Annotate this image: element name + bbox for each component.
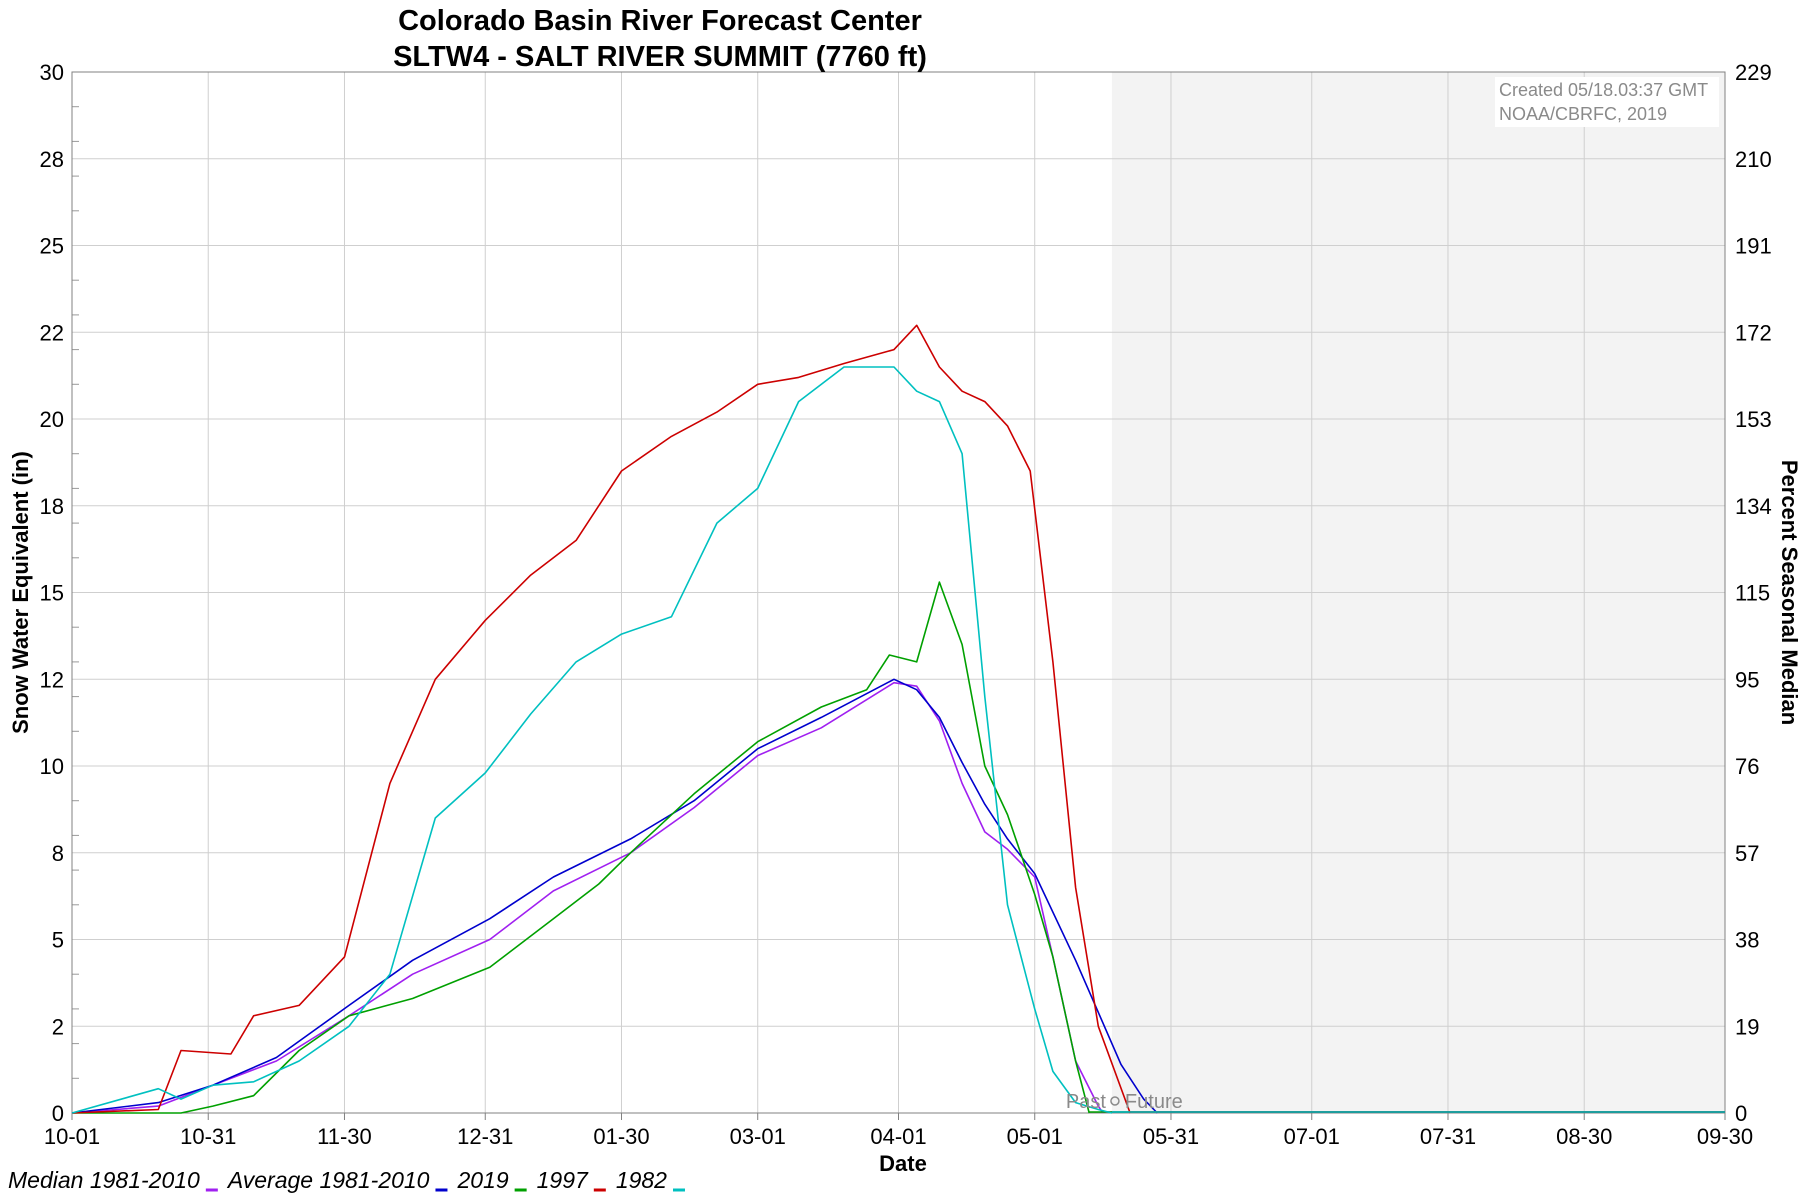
- y-tick-label: 15: [40, 581, 64, 606]
- y-tick-label: 12: [40, 667, 64, 692]
- y-axis-title: Snow Water Equivalent (in): [8, 451, 33, 734]
- y2-tick-label: 57: [1735, 841, 1759, 866]
- x-tick-label: 11-30: [317, 1124, 372, 1149]
- future-label: Future: [1125, 1091, 1183, 1113]
- series-line-0: [71, 681, 1104, 1114]
- y2-tick-label: 115: [1735, 581, 1770, 606]
- y2-tick-label: 19: [1735, 1014, 1759, 1039]
- y-tick-label: 28: [40, 147, 64, 172]
- y2-axis-title: Percent Seasonal Median: [1777, 460, 1800, 725]
- legend-label-4: 1982: [616, 1167, 667, 1193]
- y-tick-label: 30: [40, 60, 64, 85]
- created-note-box: [1495, 77, 1719, 127]
- y2-tick-label: 191: [1735, 234, 1772, 259]
- y-tick-label: 10: [40, 754, 64, 779]
- series-line-2: [72, 581, 1090, 1114]
- x-tick-label: 10-01: [44, 1124, 100, 1149]
- x-tick-label: 10-31: [180, 1124, 236, 1149]
- y2-axis-ticks: 0 19 38 57 76 95 115 134 153 172 191 210 229: [1735, 60, 1772, 1126]
- y2-tick-label: 134: [1735, 494, 1772, 519]
- y2-tick-label: 229: [1735, 60, 1772, 85]
- legend: Median 1981-2010 Average 1981-2010 2019 199…: [8, 1167, 685, 1193]
- grid-lines: [72, 72, 1725, 1113]
- past-future-divider-marker: [1110, 1096, 1120, 1106]
- credit-note: NOAA/CBRFC, 2019: [1499, 104, 1667, 124]
- y2-tick-label: 210: [1735, 147, 1772, 172]
- y-tick-label: 2: [52, 1014, 64, 1039]
- y-tick-label: 18: [40, 494, 64, 519]
- x-tick-label: 12-31: [457, 1124, 513, 1149]
- series-line-4: [71, 366, 1113, 1114]
- y2-tick-label: 0: [1735, 1101, 1747, 1126]
- x-tick-label: 05-01: [1007, 1124, 1063, 1149]
- y-tick-label: 25: [40, 234, 64, 259]
- series-line-1: [71, 678, 1158, 1114]
- y-tick-label: 22: [40, 320, 64, 345]
- legend-label-0: Median 1981-2010: [8, 1167, 200, 1193]
- legend-label-2: 2019: [456, 1167, 508, 1193]
- x-tick-label: 07-01: [1284, 1124, 1340, 1149]
- y-tick-label: 8: [52, 841, 64, 866]
- chart-title: Colorado Basin River Forecast Center: [398, 5, 922, 37]
- x-axis-ticks: 10-01 10-31 11-30 12-31 01-30 03-01 04-01 05-01…: [44, 1113, 1753, 1149]
- x-tick-label: 08-30: [1556, 1124, 1612, 1149]
- x-tick-label: 04-01: [870, 1124, 926, 1149]
- x-tick-label: 07-31: [1420, 1124, 1476, 1149]
- created-timestamp: Created 05/18.03:37 GMT: [1499, 80, 1708, 100]
- y-tick-label: 20: [40, 407, 64, 432]
- y2-tick-label: 38: [1735, 928, 1759, 953]
- chart-subtitle: SLTW4 - SALT RIVER SUMMIT (7760 ft): [393, 41, 927, 73]
- y2-tick-label: 76: [1735, 754, 1759, 779]
- y2-tick-label: 172: [1735, 320, 1772, 345]
- y-tick-label: 0: [52, 1101, 64, 1126]
- series-lines: [71, 324, 1725, 1114]
- y2-tick-label: 153: [1735, 407, 1772, 432]
- y2-tick-label: 95: [1735, 667, 1759, 692]
- x-tick-label: 01-30: [593, 1124, 649, 1149]
- series-line-3: [71, 324, 1131, 1114]
- legend-label-1: Average 1981-2010: [226, 1167, 430, 1193]
- legend-label-3: 1997: [537, 1167, 589, 1193]
- x-tick-label: 03-01: [730, 1124, 786, 1149]
- x-axis-title: Date: [879, 1151, 927, 1176]
- past-label: Past: [1066, 1091, 1106, 1113]
- x-tick-label: 09-30: [1697, 1124, 1753, 1149]
- x-tick-label: 05-31: [1143, 1124, 1199, 1149]
- y-tick-label: 5: [52, 928, 64, 953]
